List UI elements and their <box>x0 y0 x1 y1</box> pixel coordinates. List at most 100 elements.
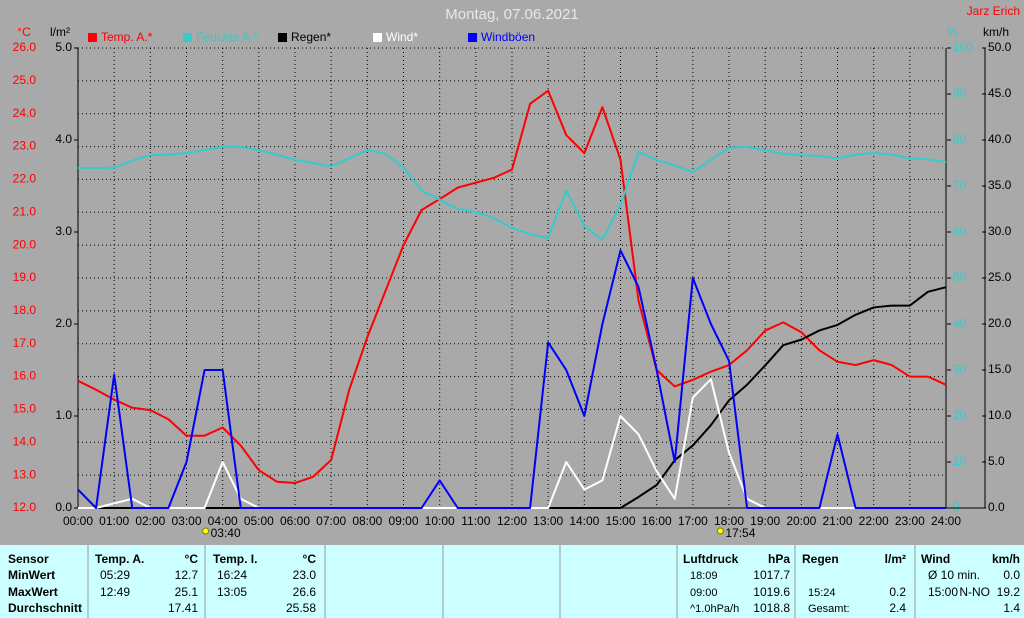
table-value: 2.4 <box>889 601 906 615</box>
x-tick-label: 04:00 <box>208 514 238 528</box>
y-tick-label: 3.0 <box>55 224 72 238</box>
x-tick-label: 11:00 <box>461 514 490 528</box>
y-tick-label: 25.0 <box>13 73 37 87</box>
y-tick-label: 60 <box>953 224 967 238</box>
table-time: 15:00 <box>928 585 958 599</box>
y-tick-label: 70 <box>953 178 967 192</box>
y-tick-label: 0 <box>953 500 960 514</box>
y-tick-label: 12.0 <box>13 500 37 514</box>
sun-icon <box>716 527 724 535</box>
table-time: 13:05 <box>217 585 247 599</box>
table-value: 19.2 <box>997 585 1021 599</box>
table-value: 1019.6 <box>753 585 790 599</box>
y-tick-label: 21.0 <box>13 204 37 218</box>
y-tick-label: 23.0 <box>13 139 37 153</box>
legend-swatch <box>183 33 192 42</box>
x-tick-label: 19:00 <box>750 514 780 528</box>
y-tick-label: 19.0 <box>13 270 37 284</box>
y-tick-label: 10.0 <box>988 408 1012 422</box>
y-tick-label: 50.0 <box>988 40 1012 54</box>
table-header: Regen <box>802 552 839 566</box>
x-tick-label: 22:00 <box>859 514 889 528</box>
y-tick-label: 100 <box>953 40 973 54</box>
y-tick-label: 2.0 <box>55 316 72 330</box>
chart-title: Montag, 07.06.2021 <box>445 6 578 23</box>
series-line <box>77 249 946 509</box>
y-tick-label: 0.0 <box>988 500 1005 514</box>
table-value: 1017.7 <box>753 568 790 582</box>
y-tick-label: 16.0 <box>13 369 37 383</box>
x-tick-label: 18:00 <box>714 514 744 528</box>
table-header: Wind <box>921 552 950 566</box>
y-tick-label: 20.0 <box>988 316 1012 330</box>
x-tick-label: 20:00 <box>786 514 816 528</box>
x-tick-label: 13:00 <box>533 514 563 528</box>
x-tick-label: 08:00 <box>352 514 382 528</box>
table-value: 23.0 <box>293 568 317 582</box>
table-time: 05:29 <box>100 568 130 582</box>
y-tick-label: 80 <box>953 132 967 146</box>
table-time: Gesamt: <box>808 603 850 615</box>
legend-swatch <box>373 33 382 42</box>
table-unit: °C <box>303 552 317 566</box>
x-tick-label: 16:00 <box>642 514 672 528</box>
x-tick-label: 05:00 <box>244 514 274 528</box>
x-tick-label: 00:00 <box>63 514 93 528</box>
x-tick-label: 23:00 <box>895 514 925 528</box>
legend-swatch <box>88 33 97 42</box>
author: Jarz Erich <box>967 4 1020 18</box>
y-tick-label: 90 <box>953 86 967 100</box>
table-unit: km/h <box>992 552 1020 566</box>
y-tick-label: 40 <box>953 316 967 330</box>
x-tick-label: 03:00 <box>171 514 201 528</box>
y2-unit: l/m² <box>50 25 70 39</box>
table-header: Temp. I. <box>213 552 257 566</box>
table-value: 1018.8 <box>753 601 790 615</box>
y-tick-label: 1.0 <box>55 408 72 422</box>
x-tick-label: 07:00 <box>316 514 346 528</box>
y-tick-label: 22.0 <box>13 172 37 186</box>
y-tick-label: 26.0 <box>13 40 37 54</box>
legend-label: Temp. A.* <box>101 30 153 44</box>
y-tick-label: 15.0 <box>13 402 37 416</box>
x-tick-label: 14:00 <box>569 514 599 528</box>
legend-swatch <box>468 33 477 42</box>
x-tick-label: 12:00 <box>497 514 527 528</box>
sun-icon <box>202 527 210 535</box>
table-time: Ø 10 min. <box>928 568 980 582</box>
x-tick-label: 15:00 <box>605 514 635 528</box>
legend-label: Wind* <box>386 30 418 44</box>
y-tick-label: 20 <box>953 408 967 422</box>
x-tick-label: 24:00 <box>931 514 961 528</box>
legend-label: Regen* <box>291 30 331 44</box>
y-tick-label: 20.0 <box>13 237 37 251</box>
y-tick-label: 30 <box>953 362 967 376</box>
annotation: 17:54 <box>725 526 755 540</box>
x-tick-label: 10:00 <box>425 514 455 528</box>
table-value: 25.1 <box>175 585 199 599</box>
legend-label: Windböen <box>481 30 535 44</box>
y-tick-label: 4.0 <box>55 132 72 146</box>
table-unit: °C <box>185 552 199 566</box>
table-value: 12.7 <box>175 568 199 582</box>
y-unit: °C <box>17 25 31 39</box>
annotation: 03:40 <box>211 526 241 540</box>
y-tick-label: 5.0 <box>988 454 1005 468</box>
y-tick-label: 0.0 <box>55 500 72 514</box>
y-tick-label: 18.0 <box>13 303 37 317</box>
table-unit: hPa <box>768 552 790 566</box>
table-value: 26.6 <box>293 585 317 599</box>
stats-panel <box>0 545 1024 618</box>
y4-unit: km/h <box>983 25 1009 39</box>
table-dir: N-NO <box>959 585 990 599</box>
table-value: 17.41 <box>168 601 198 615</box>
y-tick-label: 50 <box>953 270 967 284</box>
y-tick-label: 45.0 <box>988 86 1012 100</box>
x-tick-label: 01:00 <box>99 514 129 528</box>
row-label: MaxWert <box>8 585 58 599</box>
x-tick-label: 17:00 <box>678 514 708 528</box>
table-header: Sensor <box>8 552 49 566</box>
table-value: 25.58 <box>286 601 316 615</box>
y-tick-label: 14.0 <box>13 434 37 448</box>
